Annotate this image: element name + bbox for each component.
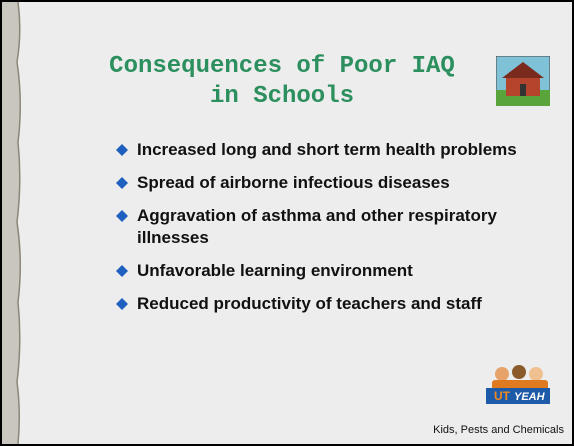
bullet-item: Aggravation of asthma and other respirat…: [112, 205, 532, 249]
bullet-diamond: [116, 298, 128, 310]
bullet-item: Spread of airborne infectious diseases: [112, 172, 532, 194]
bullet-item: Unfavorable learning environment: [112, 260, 532, 282]
torn-edge: [2, 2, 26, 444]
bullet-diamond: [116, 265, 128, 277]
bullet-text: Aggravation of asthma and other respirat…: [137, 206, 497, 247]
bullet-text: Unfavorable learning environment: [137, 261, 413, 280]
school-image: [496, 56, 550, 106]
bullet-text: Spread of airborne infectious diseases: [137, 173, 450, 192]
bullet-diamond: [116, 144, 128, 156]
bullet-item: Increased long and short term health pro…: [112, 139, 532, 161]
slide: Consequences of Poor IAQ in Schools Incr…: [0, 0, 574, 446]
bullet-list: Increased long and short term health pro…: [112, 139, 532, 326]
logo: UT YEAH: [484, 364, 554, 406]
bullet-diamond: [116, 177, 128, 189]
bullet-text: Reduced productivity of teachers and sta…: [137, 294, 482, 313]
bullet-diamond: [116, 210, 128, 222]
bullet-item: Reduced productivity of teachers and sta…: [112, 293, 532, 315]
title-line: in Schools: [72, 82, 492, 112]
logo-text: YEAH: [514, 391, 546, 403]
title-line: Consequences of Poor IAQ: [72, 52, 492, 82]
bullet-text: Increased long and short term health pro…: [137, 140, 517, 159]
footer: Kids, Pests and Chemicals: [433, 424, 564, 436]
logo-text: UT: [494, 389, 511, 403]
